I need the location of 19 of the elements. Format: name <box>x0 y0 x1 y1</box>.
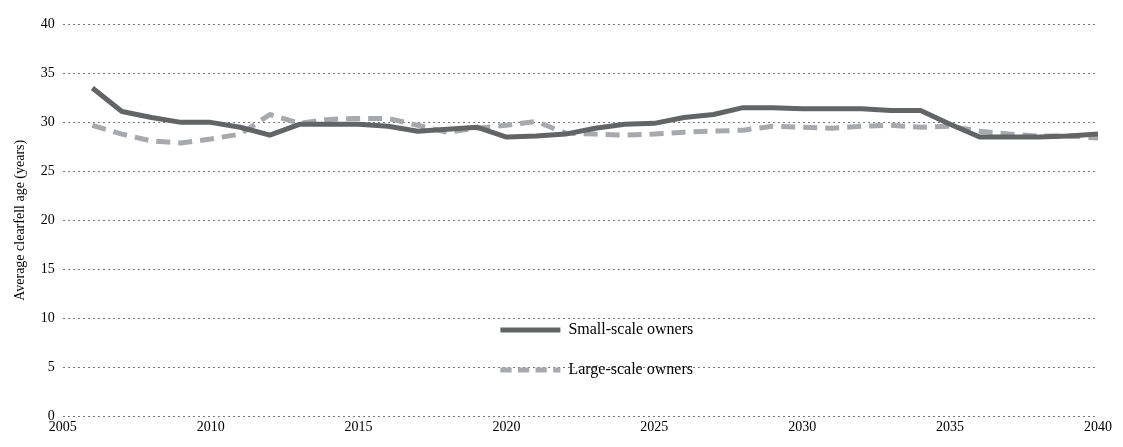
y-axis-title: Average clearfell age (years) <box>12 139 29 301</box>
x-tick-label: 2035 <box>936 419 965 435</box>
y-tick-label: 15 <box>40 260 55 276</box>
legend-label: Small-scale owners <box>568 320 694 338</box>
x-tick-label: 2010 <box>196 419 225 435</box>
y-tick-label: 20 <box>40 211 55 227</box>
x-tick-label: 2015 <box>344 419 373 435</box>
x-tick-label: 2040 <box>1084 419 1112 435</box>
x-tick-label: 2005 <box>48 419 77 435</box>
y-tick-label: 25 <box>40 163 55 178</box>
y-tick-label: 30 <box>40 114 55 130</box>
x-tick-label: 2020 <box>492 419 521 435</box>
x-tick-label: 2025 <box>640 419 669 435</box>
y-tick-label: 5 <box>47 358 55 374</box>
y-tick-label: 40 <box>40 16 55 32</box>
x-tick-label: 2030 <box>788 419 817 435</box>
legend-label: Large-scale owners <box>568 360 693 379</box>
y-tick-label: 35 <box>40 65 55 81</box>
y-tick-label: 10 <box>40 309 55 325</box>
